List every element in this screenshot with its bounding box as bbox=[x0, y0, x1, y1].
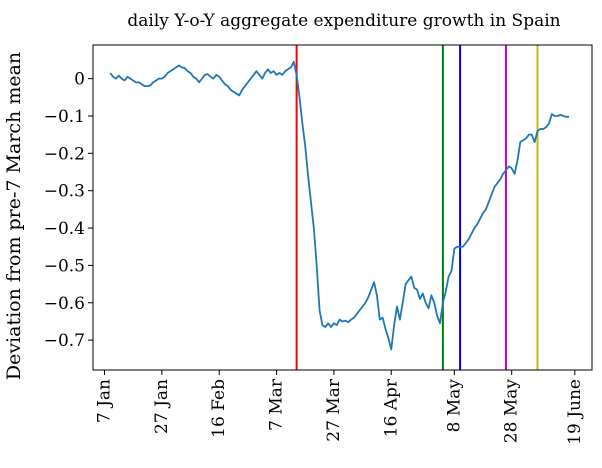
x-tick-label: 8 May bbox=[444, 379, 464, 433]
x-tick-label: 16 Apr bbox=[381, 378, 401, 437]
series-layer bbox=[109, 60, 570, 351]
x-axis: 7 Jan 27 Jan 16 Feb 7 Mar 27 Mar 16 Apr 8 May 2… bbox=[94, 370, 585, 445]
x-tick-label: 28 May bbox=[502, 379, 522, 444]
x-tick-label: 7 Mar bbox=[267, 378, 287, 431]
series-line-1 bbox=[109, 60, 570, 351]
x-tick-label: 27 Mar bbox=[324, 378, 344, 442]
y-tick-label: −0.1 bbox=[44, 107, 85, 127]
y-tick-label: −0.7 bbox=[44, 331, 85, 351]
plot-frame bbox=[92, 44, 593, 371]
y-tick-label: −0.5 bbox=[44, 256, 85, 276]
x-tick-label: 19 June bbox=[565, 379, 585, 445]
y-axis-label: Deviation from pre-7 March mean bbox=[3, 52, 25, 380]
x-tick-label: 7 Jan bbox=[94, 379, 114, 423]
y-tick-label: −0.4 bbox=[44, 219, 85, 239]
event-lines bbox=[295, 45, 539, 370]
y-axis: 0 −0.1 −0.2 −0.3 −0.4 −0.5 −0.6 −0.7 bbox=[44, 70, 93, 351]
y-tick-label: −0.2 bbox=[44, 144, 85, 164]
chart-title: daily Y-o-Y aggregate expenditure growth… bbox=[127, 11, 560, 31]
x-tick-label: 16 Feb bbox=[209, 379, 229, 438]
y-tick-label: −0.6 bbox=[44, 294, 85, 314]
y-tick-label: −0.3 bbox=[44, 182, 85, 202]
y-tick-label: 0 bbox=[74, 70, 85, 90]
x-tick-label: 27 Jan bbox=[152, 379, 172, 434]
